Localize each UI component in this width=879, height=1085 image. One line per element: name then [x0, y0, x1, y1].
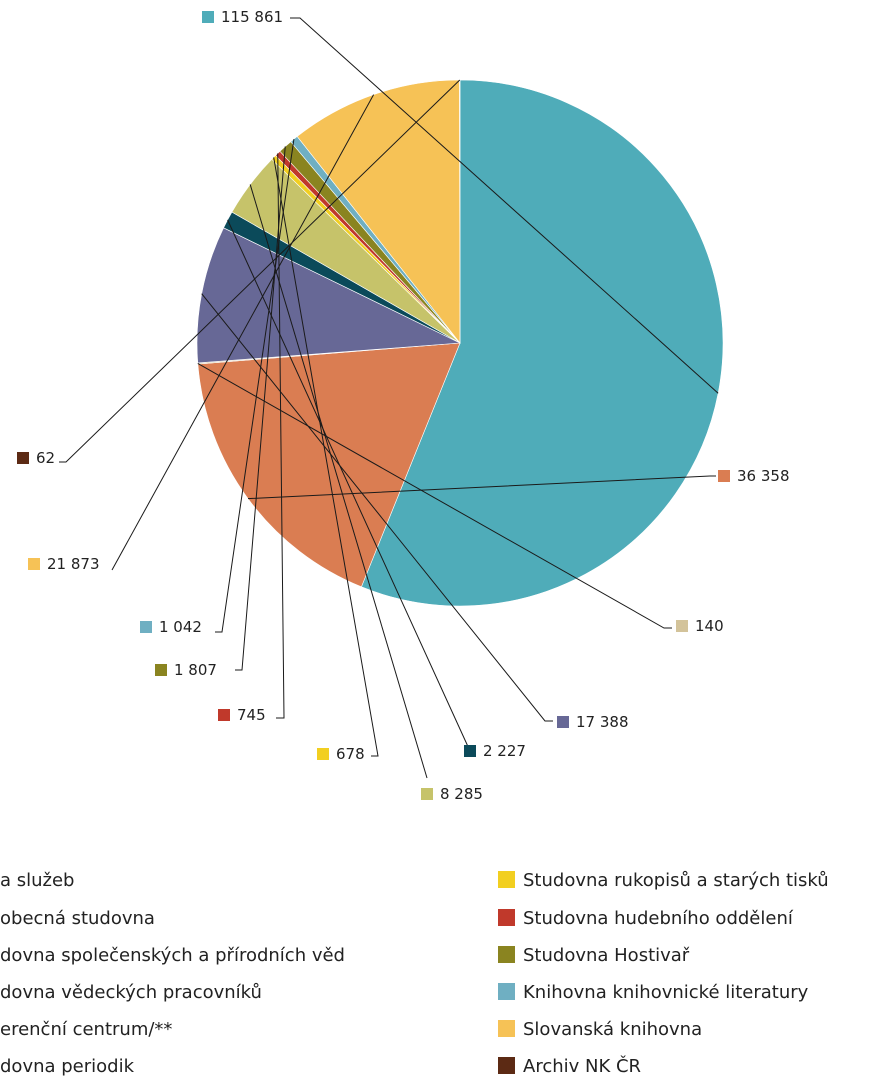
leader-line — [111, 94, 375, 571]
legend-swatch — [498, 983, 515, 1000]
legend-item-archiv-nk-cr: Archiv NK ČR — [523, 1055, 641, 1077]
label-swatch — [464, 745, 476, 757]
leader-line — [290, 17, 719, 394]
data-label: 21 873 — [47, 555, 100, 573]
legend-item-studovna-vedeckych-pracovniku: dovna vědeckých pracovníků — [0, 982, 262, 1003]
pie-slices — [196, 79, 724, 607]
legend-item-slovanska-knihovna: Slovanská knihovna — [523, 1019, 702, 1040]
legend-swatch — [498, 909, 515, 926]
data-label: 17 388 — [576, 713, 629, 731]
label-swatch — [421, 788, 433, 800]
data-label: 2 227 — [483, 742, 526, 760]
leader-line — [247, 475, 716, 500]
legend-item-studovna-spolecenskych-a-prirodnich-ved: dovna společenských a přírodních věd — [0, 945, 345, 966]
legend-swatch — [498, 1057, 515, 1074]
leader-line — [201, 293, 553, 722]
legend-item-vseobecna-studovna: obecná studovna — [0, 908, 155, 929]
legend-item-studovna-rukopisu-a-starych-tisku: Studovna rukopisů a starých tisků — [523, 870, 829, 891]
legend-swatch — [498, 946, 515, 963]
legend-item-studovna-hostivar: Studovna Hostivař — [523, 945, 690, 966]
data-label: 745 — [237, 706, 266, 724]
leader-line — [235, 146, 286, 671]
data-label: 1 807 — [174, 661, 217, 679]
data-label: 678 — [336, 745, 365, 763]
label-swatch — [718, 470, 730, 482]
legend-swatch — [498, 1020, 515, 1037]
label-swatch — [676, 620, 688, 632]
leader-line — [227, 219, 471, 752]
label-swatch — [155, 664, 167, 676]
label-swatch — [202, 11, 214, 23]
legend: a služeb obecná studovna dovna společenský… — [0, 870, 829, 1077]
data-label: 62 — [36, 449, 55, 467]
data-label: 115 861 — [221, 8, 283, 26]
leader-line — [276, 153, 285, 719]
label-swatch — [317, 748, 329, 760]
legend-swatch — [498, 871, 515, 888]
legend-item-ustredni-obsluha-a-sluzeb: a služeb — [0, 870, 75, 891]
label-swatch — [557, 716, 569, 728]
data-labels: 115 861 36 358 140 17 388 2 227 8 285 678 745 1 … — [17, 8, 790, 803]
legend-item-knihovna-knihovnicke-literatury: Knihovna knihovnické literatury — [523, 982, 809, 1003]
label-swatch — [28, 558, 40, 570]
label-swatch — [140, 621, 152, 633]
label-swatch — [218, 709, 230, 721]
legend-item-studovna-hudebniho-oddeleni: Studovna hudebního oddělení — [523, 908, 794, 929]
leader-line — [215, 138, 295, 633]
leader-line — [273, 157, 379, 757]
legend-item-referencni-centrum: erenční centrum/** — [0, 1019, 172, 1040]
leader-lines — [59, 17, 719, 779]
leader-line — [197, 363, 672, 629]
legend-item-studovna-periodik: dovna periodik — [0, 1056, 135, 1077]
data-label: 1 042 — [159, 618, 202, 636]
data-label: 140 — [695, 617, 724, 635]
label-swatch — [17, 452, 29, 464]
data-label: 8 285 — [440, 785, 483, 803]
data-label: 36 358 — [737, 467, 790, 485]
leader-line — [59, 79, 461, 463]
